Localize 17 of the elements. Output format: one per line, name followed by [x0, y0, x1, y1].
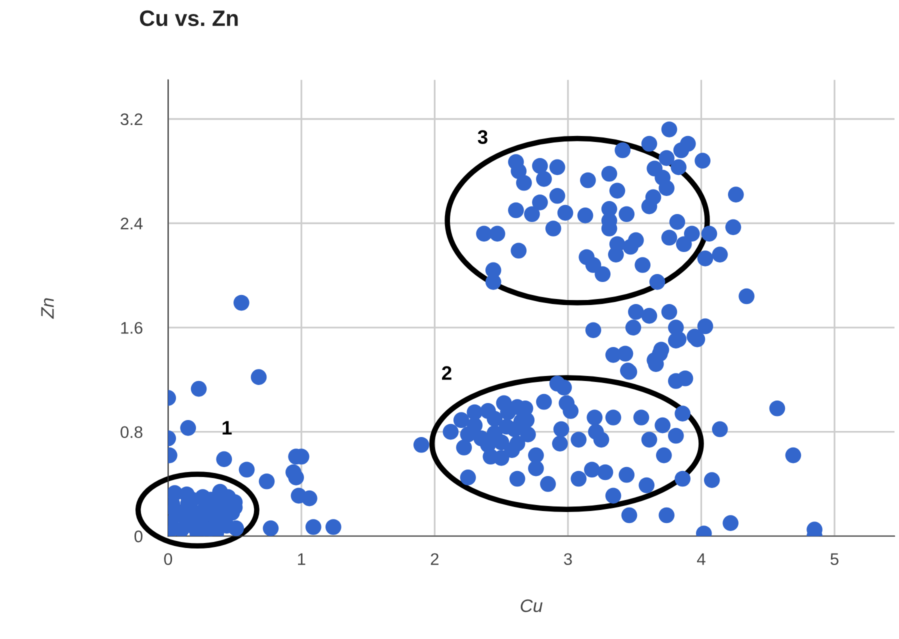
y-tick-label: 1.6 [121, 322, 142, 334]
y-axis-title: Zn [41, 298, 54, 319]
annotation: 2 [442, 366, 452, 380]
x-tick-label: 3 [564, 553, 572, 566]
x-tick-label: 0 [164, 553, 172, 566]
annotation: 3 [478, 130, 488, 144]
chart-title: Cu vs. Zn [140, 10, 238, 26]
x-axis-title: Cu [520, 599, 542, 612]
y-tick-label: 0 [134, 530, 142, 542]
y-tick-label: 0.8 [120, 426, 142, 438]
y-tick-label: 2.4 [120, 218, 143, 230]
x-tick-label: 2 [430, 553, 438, 565]
y-tick-label: 3.2 [120, 113, 142, 126]
x-tick-label: 5 [830, 553, 838, 566]
annotation: 1 [222, 421, 232, 434]
x-tick-label: 1 [298, 553, 306, 565]
x-tick-label: 4 [696, 553, 706, 565]
